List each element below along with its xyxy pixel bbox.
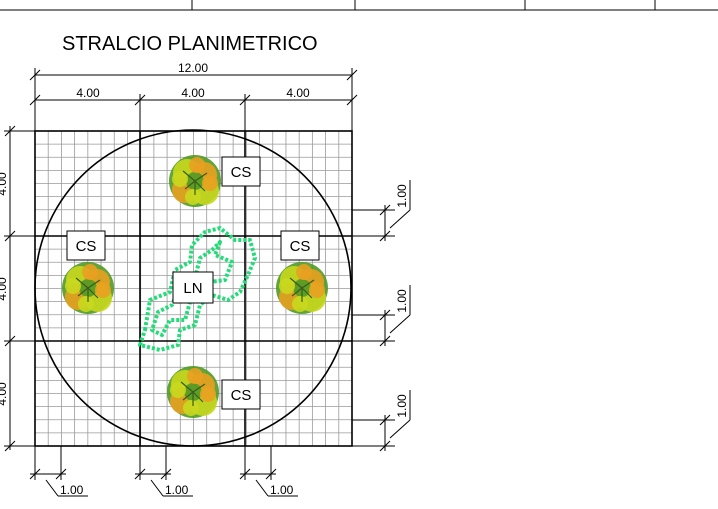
top-dimension-3: 4.00: [286, 86, 310, 100]
tree-left: [62, 262, 114, 314]
right-dimension-2: 1.00: [395, 289, 409, 313]
left-dimension-3: 4.00: [0, 382, 9, 406]
bottom-dimension-2: 1.00: [165, 483, 189, 497]
drawing-title: STRALCIO PLANIMETRICO: [62, 33, 318, 55]
svg-text:CS: CS: [76, 238, 97, 255]
cs-label-bottom: CS: [221, 379, 261, 410]
left-dimension-2: 4.00: [0, 277, 9, 301]
right-dimension-1: 1.00: [395, 184, 409, 208]
top-dimension-1: 4.00: [76, 86, 100, 100]
top-dimension-2: 4.00: [181, 86, 205, 100]
top-dimensions: [29, 68, 358, 131]
tree-right: [276, 262, 328, 314]
ln-label: LN: [172, 271, 214, 304]
shrub-hedge: [138, 226, 257, 352]
right-dimension-3: 1.00: [395, 394, 409, 418]
overall-dimension: 12.00: [178, 61, 208, 75]
svg-text:LN: LN: [183, 280, 202, 297]
right-dimensions: [352, 180, 411, 452]
left-dimensions: [4, 125, 35, 452]
top-border: [0, 0, 718, 11]
cs-label-left: CS: [66, 230, 106, 261]
bottom-dimension-3: 1.00: [270, 483, 294, 497]
bottom-dimension-1: 1.00: [60, 483, 84, 497]
cs-label-top: CS: [221, 156, 261, 187]
tree-top: [169, 155, 221, 207]
planting-circle: [34, 129, 352, 447]
left-dimension-1: 4.00: [0, 172, 9, 196]
svg-text:CS: CS: [231, 164, 252, 181]
tree-bottom: [167, 366, 219, 418]
bottom-dimensions: [29, 446, 298, 497]
svg-text:CS: CS: [290, 238, 311, 255]
svg-text:CS: CS: [231, 387, 252, 404]
cs-label-right: CS: [280, 230, 320, 261]
